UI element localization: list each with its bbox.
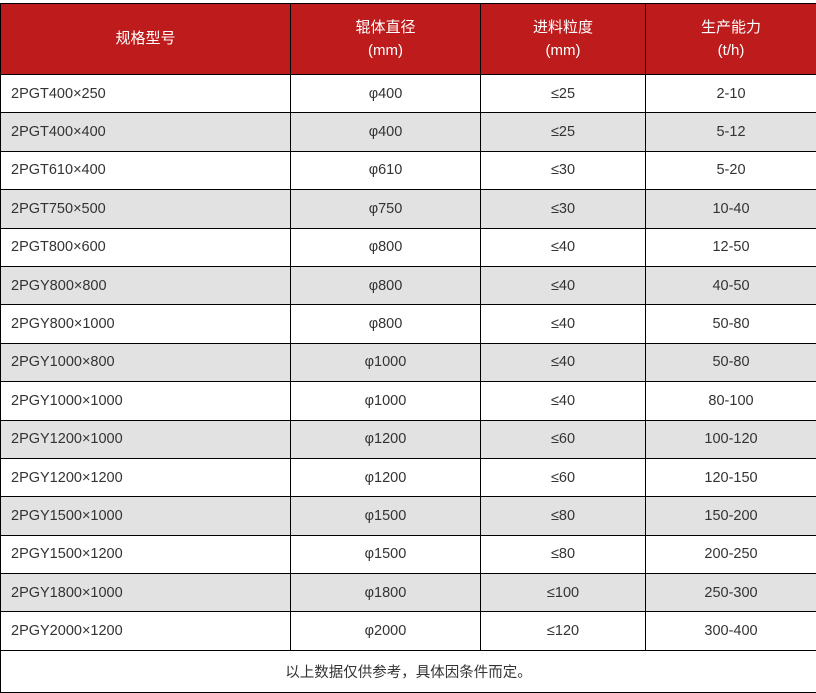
column-header-capacity: 生产能力 (t/h) xyxy=(646,4,816,75)
cell-model: 2PGT750×500 xyxy=(1,190,291,228)
column-header-model-label: 规格型号 xyxy=(3,27,288,50)
cell-roller-diameter: φ750 xyxy=(291,190,481,228)
cell-feed-size: ≤80 xyxy=(481,497,646,535)
cell-capacity: 300-400 xyxy=(646,612,816,650)
column-header-feed-size: 进料粒度 (mm) xyxy=(481,4,646,75)
cell-model: 2PGY1000×800 xyxy=(1,343,291,381)
cell-feed-size: ≤40 xyxy=(481,382,646,420)
cell-feed-size: ≤25 xyxy=(481,113,646,151)
cell-feed-size: ≤25 xyxy=(481,75,646,113)
cell-roller-diameter: φ1200 xyxy=(291,420,481,458)
cell-feed-size: ≤40 xyxy=(481,305,646,343)
column-header-feed-size-label: 进料粒度 xyxy=(483,16,643,39)
cell-feed-size: ≤60 xyxy=(481,420,646,458)
column-header-roller-diameter: 辊体直径 (mm) xyxy=(291,4,481,75)
cell-model: 2PGY1500×1000 xyxy=(1,497,291,535)
cell-model: 2PGY1500×1200 xyxy=(1,535,291,573)
cell-feed-size: ≤100 xyxy=(481,574,646,612)
table-header: 规格型号 辊体直径 (mm) 进料粒度 (mm) 生产能力 (t/h) xyxy=(1,4,816,75)
cell-feed-size: ≤30 xyxy=(481,151,646,189)
cell-roller-diameter: φ800 xyxy=(291,305,481,343)
cell-model: 2PGT610×400 xyxy=(1,151,291,189)
cell-capacity: 12-50 xyxy=(646,228,816,266)
cell-capacity: 100-120 xyxy=(646,420,816,458)
cell-capacity: 5-12 xyxy=(646,113,816,151)
cell-model: 2PGY1200×1200 xyxy=(1,458,291,496)
cell-feed-size: ≤40 xyxy=(481,266,646,304)
cell-capacity: 50-80 xyxy=(646,305,816,343)
cell-capacity: 80-100 xyxy=(646,382,816,420)
cell-model: 2PGY800×1000 xyxy=(1,305,291,343)
cell-feed-size: ≤60 xyxy=(481,458,646,496)
cell-roller-diameter: φ1500 xyxy=(291,497,481,535)
cell-model: 2PGY1200×1000 xyxy=(1,420,291,458)
cell-capacity: 50-80 xyxy=(646,343,816,381)
cell-roller-diameter: φ400 xyxy=(291,75,481,113)
cell-roller-diameter: φ1000 xyxy=(291,382,481,420)
cell-model: 2PGY2000×1200 xyxy=(1,612,291,650)
cell-roller-diameter: φ800 xyxy=(291,228,481,266)
cell-model: 2PGY1000×1000 xyxy=(1,382,291,420)
table-footnote-row: 以上数据仅供参考，具体因条件而定。 xyxy=(1,650,816,692)
cell-roller-diameter: φ1000 xyxy=(291,343,481,381)
specification-table: 规格型号 辊体直径 (mm) 进料粒度 (mm) 生产能力 (t/h) 2PGT… xyxy=(0,3,816,693)
cell-roller-diameter: φ1800 xyxy=(291,574,481,612)
cell-capacity: 40-50 xyxy=(646,266,816,304)
table-footer: 以上数据仅供参考，具体因条件而定。 xyxy=(1,650,816,692)
cell-model: 2PGT800×600 xyxy=(1,228,291,266)
cell-capacity: 120-150 xyxy=(646,458,816,496)
cell-feed-size: ≤30 xyxy=(481,190,646,228)
column-header-roller-diameter-label: 辊体直径 xyxy=(293,16,478,39)
cell-capacity: 10-40 xyxy=(646,190,816,228)
cell-model: 2PGT400×400 xyxy=(1,113,291,151)
table-header-row: 规格型号 辊体直径 (mm) 进料粒度 (mm) 生产能力 (t/h) xyxy=(1,4,816,75)
cell-feed-size: ≤40 xyxy=(481,228,646,266)
cell-roller-diameter: φ610 xyxy=(291,151,481,189)
column-header-feed-size-unit: (mm) xyxy=(483,39,643,62)
cell-roller-diameter: φ400 xyxy=(291,113,481,151)
table-footnote: 以上数据仅供参考，具体因条件而定。 xyxy=(1,650,816,692)
cell-feed-size: ≤120 xyxy=(481,612,646,650)
cell-feed-size: ≤80 xyxy=(481,535,646,573)
cell-capacity: 250-300 xyxy=(646,574,816,612)
column-header-roller-diameter-unit: (mm) xyxy=(293,39,478,62)
cell-capacity: 200-250 xyxy=(646,535,816,573)
column-header-model: 规格型号 xyxy=(1,4,291,75)
cell-roller-diameter: φ2000 xyxy=(291,612,481,650)
cell-roller-diameter: φ1500 xyxy=(291,535,481,573)
cell-capacity: 150-200 xyxy=(646,497,816,535)
cell-model: 2PGT400×250 xyxy=(1,75,291,113)
cell-model: 2PGY1800×1000 xyxy=(1,574,291,612)
cell-model: 2PGY800×800 xyxy=(1,266,291,304)
cell-capacity: 2-10 xyxy=(646,75,816,113)
cell-roller-diameter: φ800 xyxy=(291,266,481,304)
column-header-capacity-unit: (t/h) xyxy=(648,39,814,62)
cell-capacity: 5-20 xyxy=(646,151,816,189)
column-header-capacity-label: 生产能力 xyxy=(648,16,814,39)
cell-feed-size: ≤40 xyxy=(481,343,646,381)
cell-roller-diameter: φ1200 xyxy=(291,458,481,496)
